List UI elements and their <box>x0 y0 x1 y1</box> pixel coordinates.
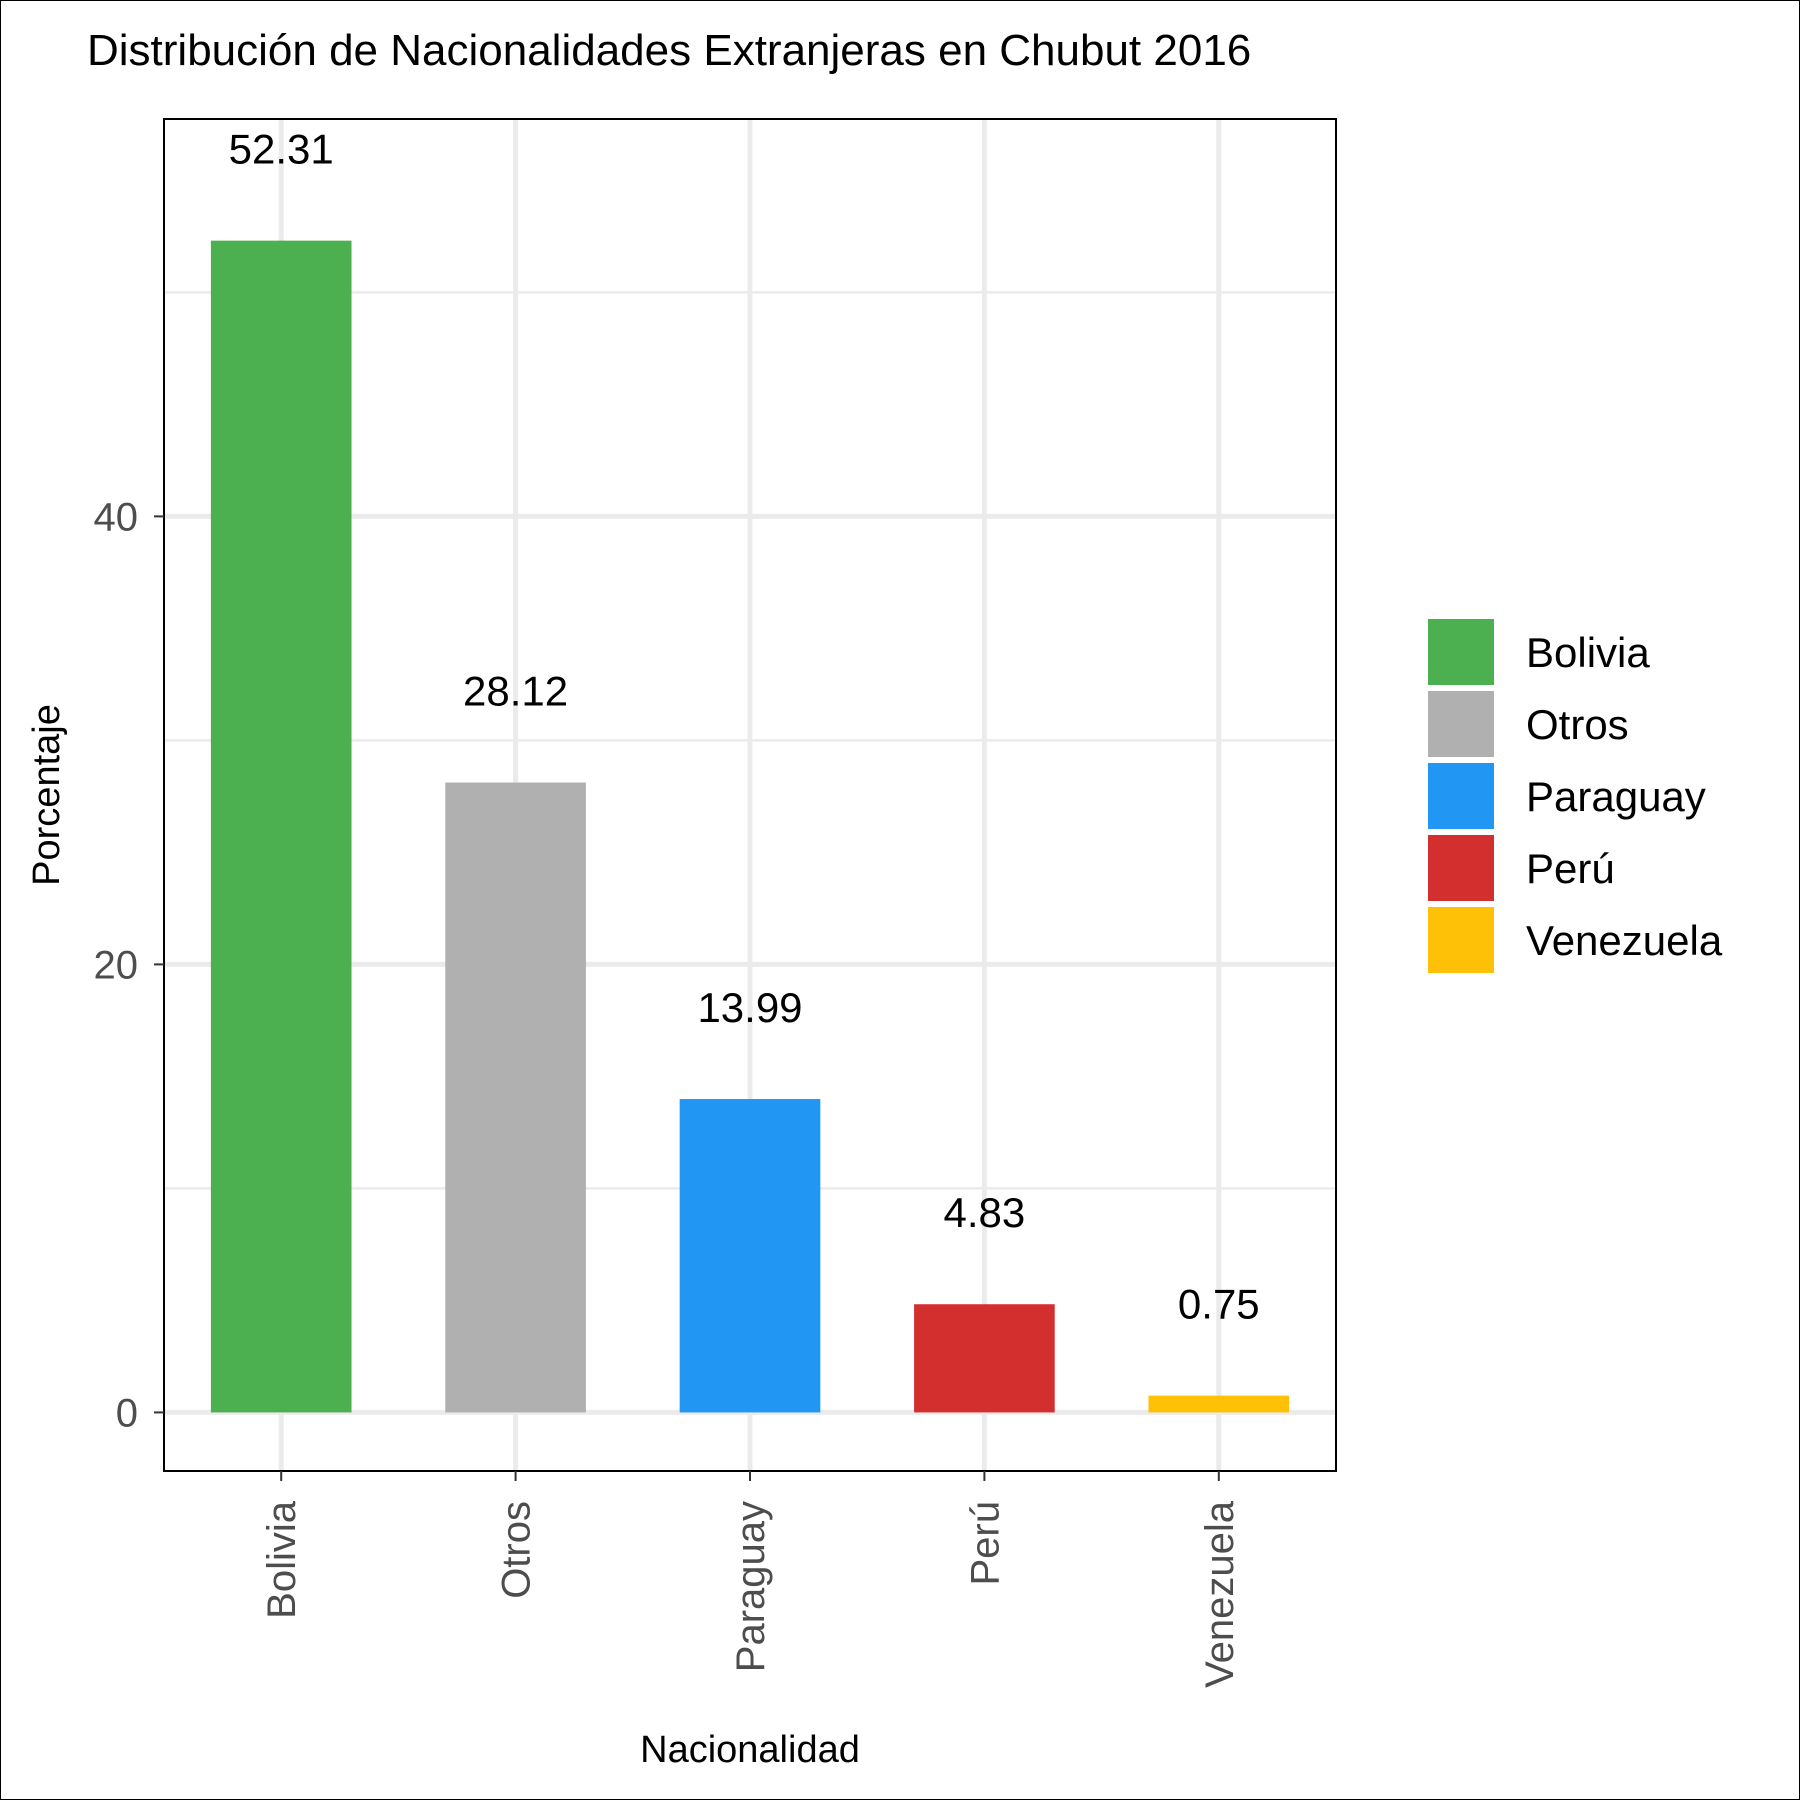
x-tick-label: Perú <box>963 1501 1007 1586</box>
bar-value-label: 13.99 <box>697 984 802 1031</box>
legend-label: Perú <box>1526 845 1615 892</box>
bar-value-label: 4.83 <box>944 1189 1026 1236</box>
y-tick-label: 0 <box>116 1391 138 1435</box>
y-tick-label: 20 <box>94 943 139 987</box>
legend-key-venezuela <box>1428 907 1494 973</box>
legend-key-bolivia <box>1428 619 1494 685</box>
bar-value-label: 0.75 <box>1178 1281 1260 1328</box>
x-tick-label: Bolivia <box>260 1500 304 1619</box>
y-axis: 0 20 40 <box>94 495 164 1435</box>
x-tick-label: Venezuela <box>1198 1500 1242 1688</box>
legend-key-perú <box>1428 835 1494 901</box>
legend-label: Paraguay <box>1526 773 1706 820</box>
bar-otros <box>445 782 586 1413</box>
bar-perú <box>914 1304 1055 1413</box>
chart-title: Distribución de Nacionalidades Extranjer… <box>87 26 1251 75</box>
legend: Bolivia Otros Paraguay Perú Venezuela <box>1428 619 1723 973</box>
bar-bolivia <box>210 240 352 1413</box>
x-tick-label: Paraguay <box>729 1501 773 1672</box>
legend-key-otros <box>1428 691 1494 757</box>
x-tick-label: Otros <box>495 1501 539 1599</box>
legend-label: Otros <box>1526 701 1629 748</box>
bar-value-label: 52.31 <box>229 126 334 173</box>
bar-value-label: 28.12 <box>463 668 568 715</box>
legend-label: Venezuela <box>1526 917 1723 964</box>
bars <box>210 240 1290 1413</box>
bar-venezuela <box>1148 1395 1290 1413</box>
bar-value-labels: 52.31 28.12 13.99 4.83 0.75 <box>229 126 1260 1328</box>
x-axis-title: Nacionalidad <box>640 1729 860 1771</box>
y-axis-title: Porcentaje <box>26 704 68 886</box>
bar-paraguay <box>679 1099 821 1413</box>
x-axis: Bolivia Otros Paraguay Perú Venezuela <box>260 1471 1242 1688</box>
y-tick-label: 40 <box>94 495 139 539</box>
legend-key-paraguay <box>1428 763 1494 829</box>
legend-label: Bolivia <box>1526 629 1650 676</box>
